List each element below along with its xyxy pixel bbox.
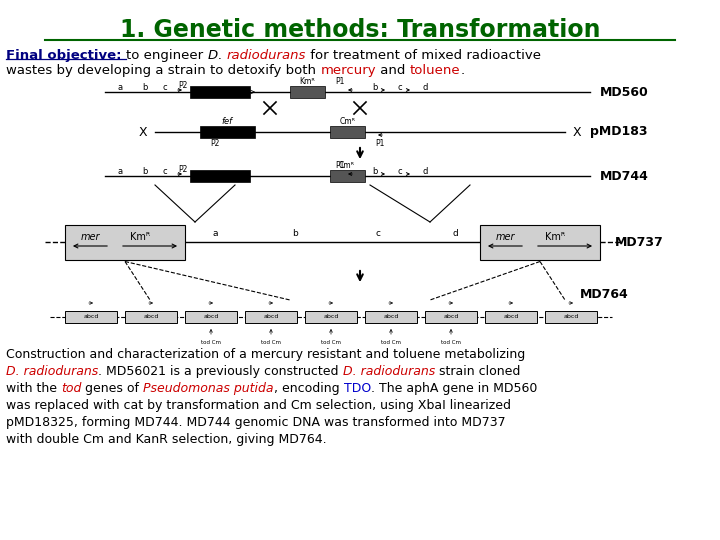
Text: d: d: [423, 167, 428, 177]
Text: for treatment of mixed radioactive: for treatment of mixed radioactive: [305, 49, 541, 62]
Text: abcd: abcd: [84, 314, 99, 320]
Text: pMD18325, forming MD744. MD744 genomic DNA was transformed into MD737: pMD18325, forming MD744. MD744 genomic D…: [6, 416, 505, 429]
Text: MD560: MD560: [600, 85, 649, 98]
Bar: [330, 170, 365, 182]
Text: MD744: MD744: [600, 170, 649, 183]
Text: abcd: abcd: [563, 314, 579, 320]
Text: genes of: genes of: [81, 382, 143, 395]
Text: wastes by developing a strain to detoxify both: wastes by developing a strain to detoxif…: [6, 64, 320, 77]
Bar: [200, 126, 255, 138]
Text: Construction and characterization of a mercury resistant and toluene metabolizin: Construction and characterization of a m…: [6, 348, 526, 361]
Text: b: b: [372, 167, 378, 177]
Bar: [290, 86, 325, 98]
Text: was replaced with cat by transformation and Cm selection, using XbaI linearized: was replaced with cat by transformation …: [6, 399, 511, 412]
Text: tod Cm: tod Cm: [201, 340, 221, 345]
Text: c: c: [376, 230, 380, 239]
Text: c: c: [397, 167, 402, 177]
Text: Kmᴿ: Kmᴿ: [130, 232, 150, 242]
Text: b: b: [143, 167, 148, 177]
Bar: [365, 311, 417, 323]
Text: P1: P1: [336, 78, 345, 86]
Bar: [485, 311, 537, 323]
Bar: [65, 225, 185, 260]
Bar: [245, 311, 297, 323]
Text: P2: P2: [179, 165, 188, 173]
Text: X: X: [572, 125, 581, 138]
Text: Final objective:: Final objective:: [6, 49, 126, 62]
Text: X: X: [139, 125, 148, 138]
Text: a: a: [117, 84, 122, 92]
Text: TDO: TDO: [343, 382, 371, 395]
Text: D. radiodurans: D. radiodurans: [6, 365, 98, 378]
Text: 1. Genetic methods: Transformation: 1. Genetic methods: Transformation: [120, 18, 600, 42]
Text: mer: mer: [80, 232, 100, 242]
Text: mercury: mercury: [320, 64, 376, 77]
Text: to engineer: to engineer: [126, 49, 207, 62]
Text: Cmᴿ: Cmᴿ: [340, 118, 356, 126]
Text: abcd: abcd: [383, 314, 399, 320]
Text: Final objective:: Final objective:: [6, 49, 126, 62]
Text: D.: D.: [207, 49, 226, 62]
Text: tod Cm: tod Cm: [441, 340, 461, 345]
Text: and: and: [376, 64, 410, 77]
Bar: [425, 311, 477, 323]
Text: tod Cm: tod Cm: [321, 340, 341, 345]
Text: strain cloned: strain cloned: [435, 365, 521, 378]
Text: mer: mer: [495, 232, 515, 242]
Text: MD764: MD764: [580, 288, 629, 301]
Text: d: d: [452, 230, 458, 239]
Text: b: b: [143, 84, 148, 92]
Bar: [330, 126, 365, 138]
Text: P1: P1: [336, 161, 345, 171]
Text: c: c: [163, 167, 167, 177]
Text: abcd: abcd: [323, 314, 338, 320]
Text: b: b: [372, 84, 378, 92]
Bar: [190, 170, 250, 182]
Text: abcd: abcd: [444, 314, 459, 320]
Text: pMD183: pMD183: [590, 125, 647, 138]
Text: d: d: [423, 84, 428, 92]
Bar: [480, 225, 600, 260]
Text: abcd: abcd: [203, 314, 219, 320]
Text: P1: P1: [375, 139, 384, 148]
Text: toluene: toluene: [410, 64, 460, 77]
Text: with the: with the: [6, 382, 61, 395]
Text: .: .: [460, 64, 464, 77]
Text: b: b: [292, 230, 298, 239]
Text: D. radiodurans: D. radiodurans: [343, 365, 435, 378]
Text: c: c: [397, 84, 402, 92]
Text: with double Cm and KanR selection, giving MD764.: with double Cm and KanR selection, givin…: [6, 433, 327, 446]
Text: abcd: abcd: [503, 314, 518, 320]
Text: a: a: [117, 167, 122, 177]
Bar: [185, 311, 237, 323]
Bar: [65, 311, 117, 323]
Bar: [125, 311, 177, 323]
Text: . MD56021 is a previously constructed: . MD56021 is a previously constructed: [98, 365, 343, 378]
Text: P2: P2: [179, 80, 188, 90]
Text: a: a: [212, 230, 217, 239]
Text: abcd: abcd: [264, 314, 279, 320]
Bar: [190, 86, 250, 98]
Text: Pseudomonas putida: Pseudomonas putida: [143, 382, 274, 395]
Text: abcd: abcd: [143, 314, 158, 320]
Text: c: c: [163, 84, 167, 92]
Text: P2: P2: [210, 139, 220, 148]
Text: , encoding: , encoding: [274, 382, 343, 395]
Text: fef: fef: [222, 118, 233, 126]
Text: tod Cm: tod Cm: [261, 340, 281, 345]
Text: radiodurans: radiodurans: [226, 49, 305, 62]
Text: MD737: MD737: [615, 235, 664, 248]
Bar: [545, 311, 597, 323]
Text: Cmᴿ: Cmᴿ: [339, 161, 355, 171]
Bar: [305, 311, 357, 323]
Text: tod: tod: [61, 382, 81, 395]
Text: . The aphA gene in MD560: . The aphA gene in MD560: [371, 382, 537, 395]
Text: Kmᴿ: Kmᴿ: [300, 78, 315, 86]
Text: Kmᴿ: Kmᴿ: [545, 232, 565, 242]
Text: tod Cm: tod Cm: [381, 340, 401, 345]
